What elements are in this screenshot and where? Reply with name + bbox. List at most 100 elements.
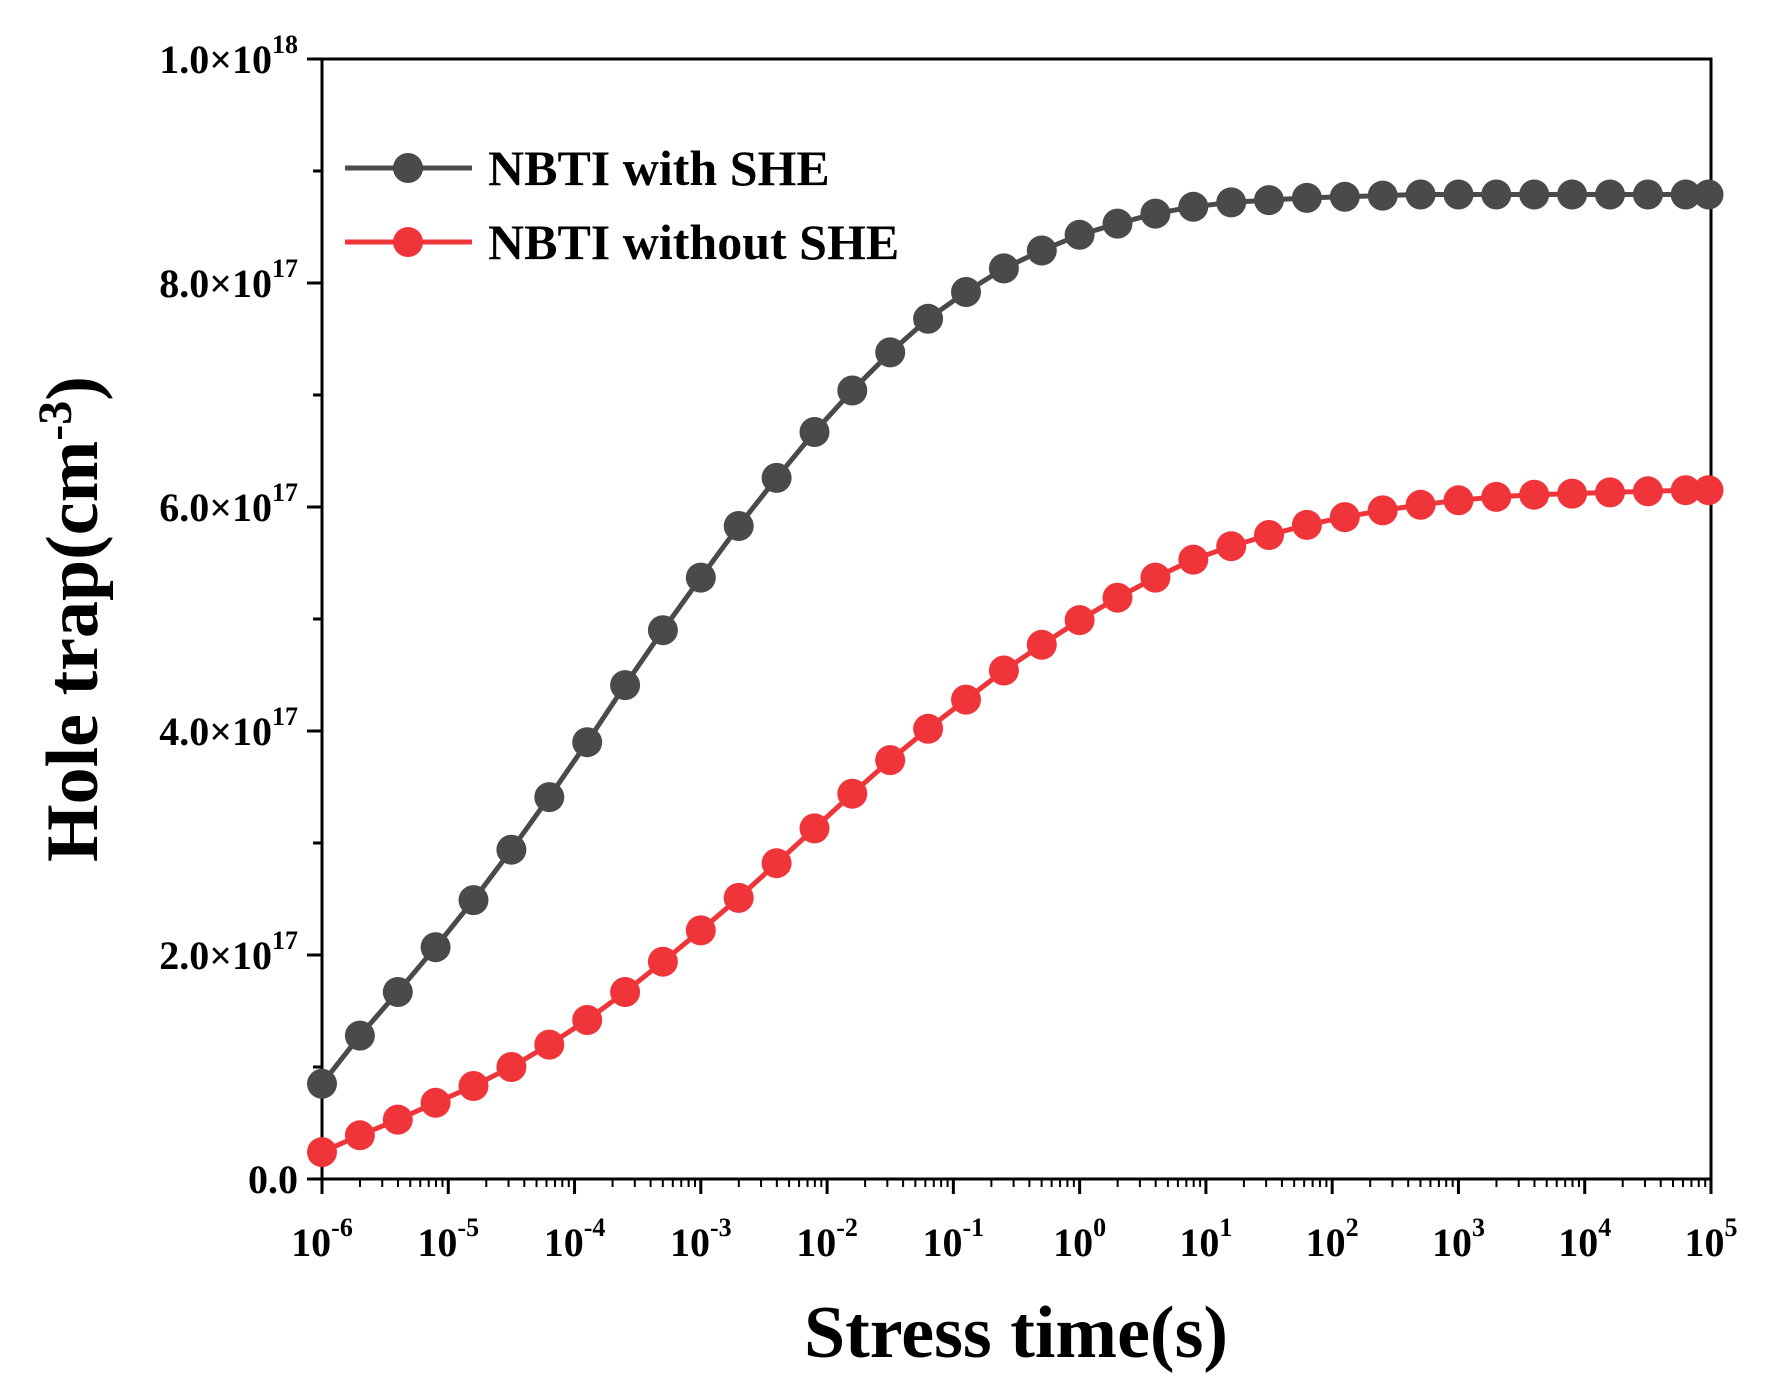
x-tick-label-exp: -3 <box>710 1213 732 1242</box>
x-axis-title: Stress time(s) <box>804 1292 1228 1374</box>
y-tick-label-base: 8.0×10 <box>159 261 272 306</box>
data-point <box>1102 582 1133 613</box>
x-axis-ticks: 10-6 10-5 10-4 10-3 10-2 10-1 100 101 102 103 104 1… <box>291 1179 1738 1265</box>
data-point <box>458 885 489 916</box>
x-tick-label-exp: -4 <box>584 1213 606 1242</box>
y-axis-ticks: 0.02.0×10174.0×10176.0×10178.0×10171.0×1… <box>159 30 322 1202</box>
x-tick-label: 100 <box>1053 1213 1106 1265</box>
y-tick-label: 8.0×1017 <box>159 254 298 306</box>
data-point <box>307 1137 337 1168</box>
data-point <box>382 1104 413 1135</box>
x-tick-label-base: 10 <box>1432 1220 1472 1265</box>
y-tick-label: 6.0×1017 <box>159 478 298 530</box>
data-point <box>1140 198 1171 229</box>
data-point <box>1443 485 1474 516</box>
y-tick-label-exp: 17 <box>272 254 298 283</box>
y-tick-label-base: 4.0×10 <box>159 709 272 754</box>
data-point <box>951 684 981 715</box>
data-point <box>1693 179 1724 210</box>
y-tick-label: 2.0×1017 <box>159 926 298 978</box>
data-point <box>344 1020 375 1051</box>
data-point <box>610 977 641 1007</box>
x-tick-label: 10-3 <box>670 1213 732 1265</box>
legend-marker <box>393 227 423 257</box>
series-2 <box>307 475 1724 1168</box>
data-point <box>1595 477 1625 508</box>
x-tick-label: 101 <box>1179 1213 1232 1265</box>
data-point <box>1329 502 1360 533</box>
x-tick-label-base: 10 <box>1685 1220 1725 1265</box>
data-point <box>1405 489 1436 520</box>
data-point <box>1329 181 1360 212</box>
data-point <box>1670 179 1701 210</box>
x-tick-label: 10-1 <box>923 1213 985 1265</box>
legend-item-1: NBTI with SHE <box>345 140 830 196</box>
x-tick-label: 102 <box>1306 1213 1359 1265</box>
data-point <box>1632 179 1663 210</box>
x-tick-label-exp: 0 <box>1093 1213 1106 1242</box>
data-point <box>1291 182 1322 213</box>
data-point <box>1291 509 1322 540</box>
data-point <box>647 615 678 646</box>
x-tick-label-base: 10 <box>796 1220 836 1265</box>
data-point <box>1026 629 1057 660</box>
x-tick-label-base: 10 <box>417 1220 457 1265</box>
series-1 <box>307 179 1724 1099</box>
x-tick-label-exp: 4 <box>1598 1213 1611 1242</box>
y-tick-label-base: 1.0×10 <box>159 37 272 82</box>
data-point <box>723 882 754 913</box>
legend-label: NBTI without SHE <box>488 214 899 270</box>
data-point <box>344 1120 375 1151</box>
data-point <box>1557 179 1588 210</box>
data-point <box>534 782 565 813</box>
data-point <box>1216 531 1247 562</box>
x-tick-label-exp: -6 <box>331 1213 353 1242</box>
data-point <box>1519 179 1550 210</box>
y-axis-title-sup: -3 <box>29 401 82 441</box>
data-point <box>837 375 868 406</box>
data-point <box>572 727 603 758</box>
x-tick-label-exp: -2 <box>836 1213 858 1242</box>
data-point <box>1595 179 1625 210</box>
data-point <box>1064 605 1095 636</box>
data-point <box>1216 187 1247 218</box>
data-point <box>420 932 451 963</box>
data-point <box>799 813 830 844</box>
data-point <box>837 778 868 809</box>
data-point <box>685 562 716 593</box>
x-tick-label-exp: 5 <box>1725 1213 1738 1242</box>
data-point <box>572 1005 603 1035</box>
legend-label: NBTI with SHE <box>488 140 830 196</box>
y-tick-label: 0.0 <box>248 1157 298 1202</box>
data-point <box>1367 180 1398 211</box>
data-point <box>1367 495 1398 526</box>
data-point <box>913 713 944 744</box>
x-tick-label: 103 <box>1432 1213 1485 1265</box>
y-tick-label: 4.0×1017 <box>159 702 298 754</box>
x-tick-label: 105 <box>1685 1213 1738 1265</box>
x-tick-label-exp: 2 <box>1346 1213 1359 1242</box>
data-point <box>988 253 1019 284</box>
data-point <box>875 337 906 368</box>
data-point <box>496 834 527 865</box>
data-point <box>382 977 413 1007</box>
y-tick-label-exp: 17 <box>272 926 298 955</box>
y-tick-label-exp: 17 <box>272 478 298 507</box>
data-point <box>685 915 716 946</box>
y-tick-label-base: 6.0×10 <box>159 485 272 530</box>
data-point <box>647 946 678 977</box>
data-point <box>723 511 754 541</box>
x-tick-label-base: 10 <box>923 1220 963 1265</box>
x-tick-label: 10-2 <box>796 1213 858 1265</box>
x-tick-label-exp: 1 <box>1219 1213 1232 1242</box>
x-tick-label-base: 10 <box>1306 1220 1346 1265</box>
data-point <box>1481 179 1512 210</box>
data-point <box>1693 475 1724 506</box>
x-tick-label-exp: -1 <box>963 1213 985 1242</box>
data-point <box>534 1029 565 1060</box>
data-point <box>1557 478 1588 509</box>
data-point <box>1026 235 1057 266</box>
data-point <box>1178 191 1209 222</box>
data-point <box>610 670 641 701</box>
